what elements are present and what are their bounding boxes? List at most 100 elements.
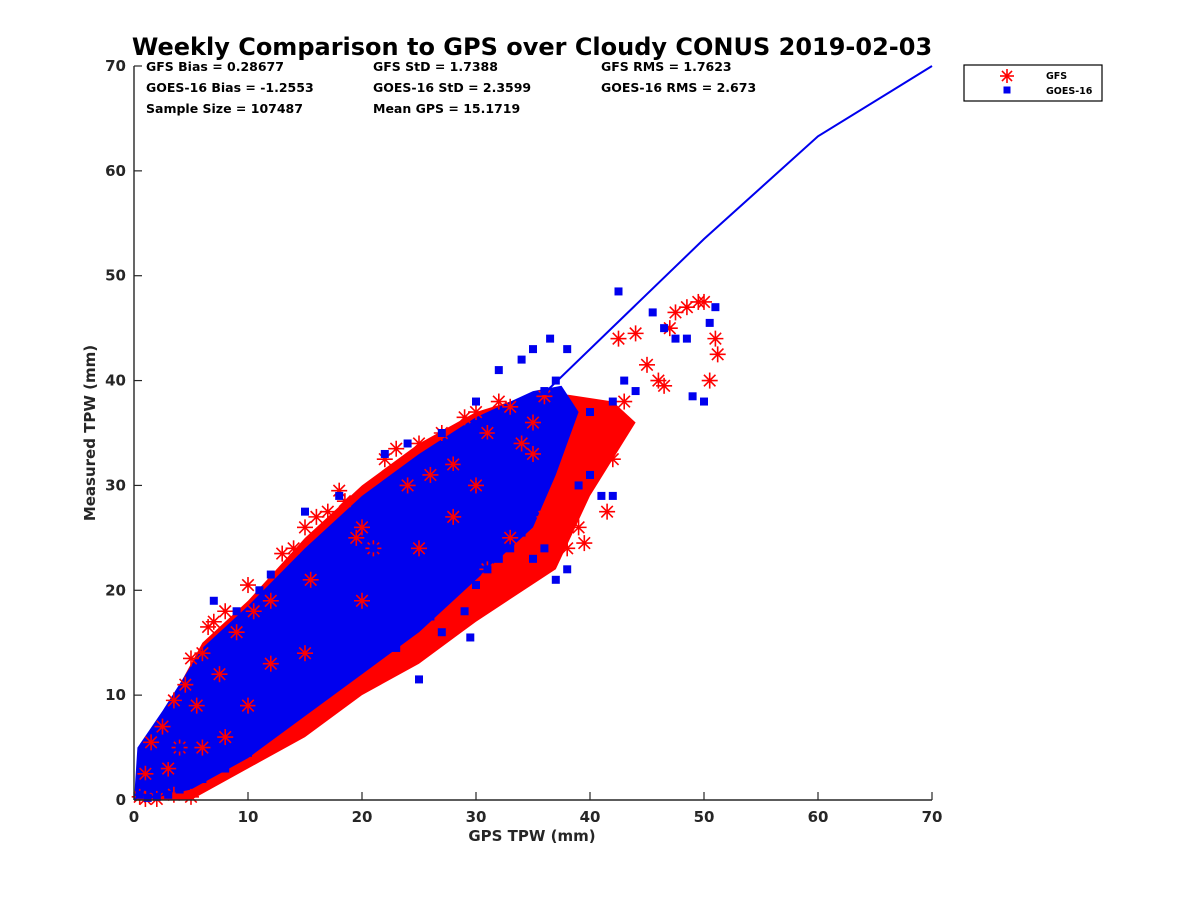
goes16-point bbox=[369, 544, 378, 553]
gfs-point bbox=[445, 508, 462, 525]
goes16-point bbox=[517, 528, 526, 537]
goes16-point bbox=[648, 308, 657, 317]
gfs-point bbox=[422, 466, 439, 483]
goes16-point bbox=[232, 722, 241, 731]
goes16-point bbox=[517, 355, 526, 364]
gfs-point bbox=[228, 624, 245, 641]
stats-text: Sample Size = 107487 bbox=[146, 101, 303, 116]
goes16-point bbox=[466, 633, 475, 642]
goes16-point bbox=[198, 775, 207, 784]
goes16-point bbox=[563, 345, 572, 354]
goes16-point bbox=[266, 722, 275, 731]
goes16-point bbox=[472, 449, 480, 458]
goes16-point bbox=[472, 581, 480, 590]
gfs-point bbox=[194, 645, 211, 662]
goes16-point bbox=[335, 491, 344, 500]
goes16-point bbox=[135, 790, 144, 799]
goes16-point bbox=[551, 575, 560, 584]
goes16-point bbox=[574, 481, 583, 490]
gfs-point bbox=[137, 765, 154, 782]
goes16-point bbox=[540, 387, 549, 396]
x-tick-label: 60 bbox=[808, 808, 829, 826]
goes16-point bbox=[620, 376, 629, 385]
y-tick-label: 30 bbox=[105, 476, 126, 494]
goes16-point bbox=[551, 376, 560, 385]
goes16-point bbox=[700, 397, 708, 406]
gfs-point bbox=[183, 788, 199, 805]
gfs-point bbox=[388, 440, 405, 457]
y-tick-label: 70 bbox=[105, 57, 126, 75]
goes16-point bbox=[483, 565, 492, 574]
gfs-point bbox=[604, 451, 621, 468]
gfs-point bbox=[143, 734, 160, 751]
gfs-point bbox=[468, 477, 484, 494]
stats-text: GFS StD = 1.7388 bbox=[373, 59, 498, 74]
gfs-point bbox=[513, 435, 530, 452]
goes16-point bbox=[449, 470, 458, 479]
goes16-point bbox=[415, 502, 423, 511]
goes16-point bbox=[437, 481, 446, 490]
goes16-point bbox=[443, 586, 452, 595]
gfs-point bbox=[217, 729, 234, 746]
legend-marker-gfs bbox=[1000, 69, 1014, 83]
goes16-point bbox=[483, 439, 492, 448]
x-tick-label: 0 bbox=[129, 808, 139, 826]
goes16-point bbox=[278, 628, 287, 637]
gfs-point bbox=[285, 540, 302, 557]
gfs-point bbox=[205, 613, 222, 630]
goes16-point bbox=[301, 507, 309, 516]
y-tick-label: 20 bbox=[105, 581, 126, 599]
goes16-point bbox=[278, 680, 287, 689]
y-tick-label: 60 bbox=[105, 162, 126, 180]
gfs-point bbox=[559, 498, 576, 515]
goes16-point bbox=[323, 638, 332, 647]
goes16-point bbox=[494, 429, 503, 437]
gfs-point bbox=[536, 508, 553, 525]
goes16-point bbox=[369, 607, 378, 616]
goes16-point bbox=[255, 586, 264, 595]
goes16-point bbox=[494, 554, 503, 563]
goes16-point bbox=[358, 659, 366, 668]
goes16-point bbox=[494, 366, 503, 375]
x-axis-label: GPS TPW (mm) bbox=[468, 827, 595, 845]
goes16-point bbox=[426, 612, 435, 621]
gfs-point bbox=[194, 739, 211, 756]
goes16-point bbox=[460, 460, 469, 469]
goes16-point bbox=[301, 670, 309, 679]
gfs-point bbox=[411, 435, 427, 452]
goes16-point bbox=[608, 491, 617, 500]
goes16-point bbox=[460, 607, 469, 616]
y-tick-label: 10 bbox=[105, 686, 126, 704]
goes16-point bbox=[403, 512, 412, 521]
gfs-point bbox=[576, 535, 593, 552]
goes16-point bbox=[403, 439, 412, 448]
gfs-point bbox=[559, 540, 576, 557]
goes16-point bbox=[546, 334, 555, 343]
goes16-point bbox=[705, 318, 714, 327]
goes16-point bbox=[209, 596, 218, 605]
goes16-point bbox=[301, 607, 309, 616]
x-tick-label: 50 bbox=[694, 808, 715, 826]
goes16-point bbox=[472, 397, 480, 406]
goes16-point bbox=[671, 334, 680, 343]
legend: GFS GOES-16 bbox=[963, 64, 1103, 102]
gfs-point bbox=[479, 425, 496, 441]
gfs-point bbox=[701, 372, 718, 389]
x-tick-label: 40 bbox=[580, 808, 601, 826]
goes16-point bbox=[563, 565, 572, 574]
gfs-point bbox=[354, 519, 370, 536]
goes16-point bbox=[266, 638, 275, 647]
gfs-point bbox=[188, 697, 205, 714]
goes16-point bbox=[221, 691, 230, 700]
gfs-point bbox=[319, 503, 336, 520]
gfs-point bbox=[177, 676, 194, 693]
goes16-point bbox=[312, 691, 321, 700]
goes16-point bbox=[437, 429, 446, 437]
goes16-point bbox=[688, 392, 697, 401]
goes16-point bbox=[426, 491, 435, 500]
goes16-point bbox=[529, 554, 537, 563]
gfs-point bbox=[154, 718, 171, 735]
y-axis-label: Measured TPW (mm) bbox=[81, 345, 99, 521]
y-tick-label: 40 bbox=[105, 372, 126, 390]
